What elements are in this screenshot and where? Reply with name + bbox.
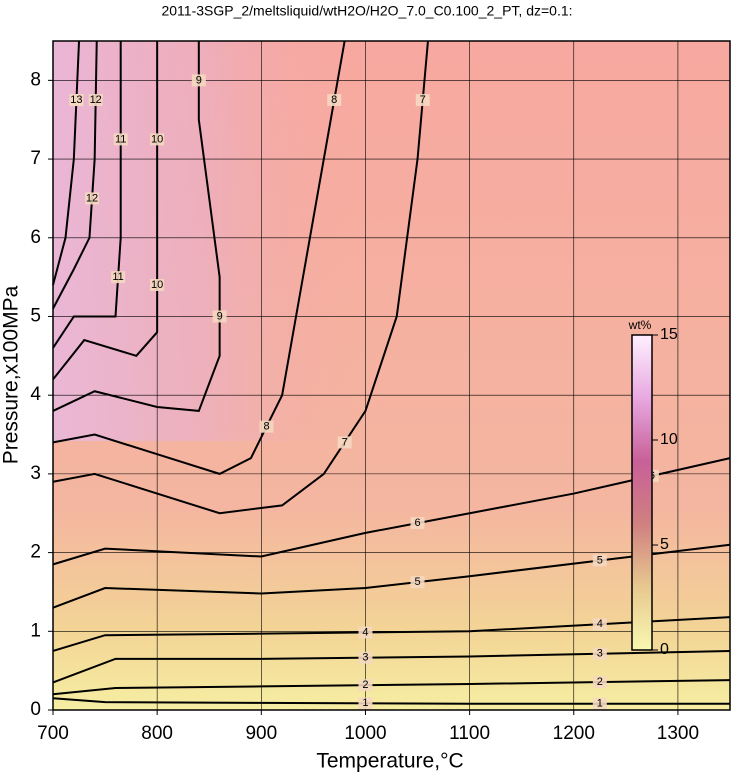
contour-label-bg [337, 436, 352, 449]
x-tick-label: 1000 [344, 723, 386, 744]
contour-label-bg [85, 192, 100, 205]
colorbar-tick-label: 10 [660, 431, 678, 448]
contour-label-bg [592, 676, 607, 689]
contour-label: 8 [263, 421, 269, 433]
contour-label-bg [191, 74, 206, 87]
x-tick-label: 900 [245, 723, 277, 744]
colorbar [631, 334, 653, 651]
contour-line [52, 697, 730, 705]
contour-label: 4 [362, 626, 368, 638]
y-tick-label: 0 [30, 699, 41, 720]
contour-label-bg [69, 94, 84, 107]
contour-label-bg [592, 554, 607, 567]
contour-label-bg [410, 517, 425, 530]
contour-line [52, 40, 98, 310]
pink-region [53, 41, 353, 441]
contour-line [52, 543, 731, 609]
contour-line [52, 616, 731, 652]
chart-title: 2011-3SGP_2/meltsliquid/wtH2O/H2O_7.0_C0… [161, 3, 572, 19]
contour-label-bg [150, 278, 165, 291]
contour-label-bg [358, 651, 373, 664]
colorbar-tick-label: 15 [660, 326, 678, 343]
contour-label: 3 [597, 648, 603, 660]
contour-label: 9 [217, 310, 223, 322]
contour-label-bg [212, 310, 227, 323]
x-tick-label: 1100 [449, 723, 490, 744]
y-tick-label: 7 [30, 148, 41, 169]
contour-line [52, 40, 429, 515]
y-tick-label: 5 [30, 305, 41, 326]
y-axis-title: Pressure,x100MPa [0, 285, 23, 464]
contour-label: 5 [597, 554, 603, 566]
contour-label: 7 [420, 94, 426, 106]
contour-label-bg [113, 133, 128, 146]
contour-line [52, 41, 159, 381]
contour-label: 5 [414, 576, 420, 588]
contour-label: 11 [112, 271, 123, 283]
contour-line [52, 679, 731, 696]
x-axis-title: Temperature,°C [316, 750, 463, 773]
contour-label: 9 [196, 74, 202, 86]
contour-label-bg [358, 626, 373, 639]
contour-label: 8 [331, 94, 337, 106]
colorbar-label: wt% [628, 318, 652, 332]
colorbar-tick-label: 0 [660, 641, 669, 658]
contour-label-bg [150, 133, 165, 146]
contour-line [52, 41, 122, 349]
contour-label: 2 [362, 679, 368, 691]
contour-line [52, 40, 346, 475]
contour-label-bg [410, 576, 425, 589]
contour-line [52, 649, 731, 684]
contour-label-bg [415, 94, 430, 107]
x-tick-label: 1300 [657, 723, 699, 744]
contour-label: 12 [90, 94, 102, 106]
y-tick-label: 4 [30, 384, 41, 405]
contour-label: 10 [151, 279, 163, 291]
y-tick-label: 3 [30, 463, 41, 484]
contour-label: 7 [342, 436, 348, 448]
contour-label-bg [592, 647, 607, 660]
contour-label-bg [111, 271, 126, 284]
contour-line [52, 457, 731, 566]
plot-frame [52, 40, 731, 711]
contour-label: 12 [86, 192, 98, 204]
contour-label: 3 [362, 652, 368, 664]
contour-label-bg [592, 618, 607, 631]
contour-label-bg [358, 679, 373, 692]
contour-label: 2 [597, 676, 603, 688]
y-tick-label: 8 [30, 69, 41, 90]
x-tick-label: 800 [141, 723, 173, 744]
contour-line [52, 41, 221, 412]
contour-label-bg [88, 94, 103, 107]
contour-label-bg [592, 697, 607, 710]
contour-label: 11 [115, 133, 126, 145]
contour-label: 4 [597, 618, 603, 630]
contour-label-bg [327, 94, 342, 107]
y-tick-label: 2 [30, 542, 41, 563]
colorbar-tick-label: 5 [660, 536, 669, 553]
contour-label: 10 [151, 133, 163, 145]
x-tick-label: 700 [37, 723, 69, 744]
x-tick-label: 1200 [553, 723, 595, 744]
y-tick-label: 1 [30, 620, 41, 641]
y-tick-label: 6 [30, 227, 41, 248]
contour-label: 13 [70, 94, 82, 106]
contour-label: 1 [362, 697, 368, 709]
contour-label-bg [259, 420, 274, 433]
contour-label: 1 [597, 698, 603, 710]
contour-label: 6 [414, 517, 420, 529]
contour-label-bg [358, 697, 373, 710]
